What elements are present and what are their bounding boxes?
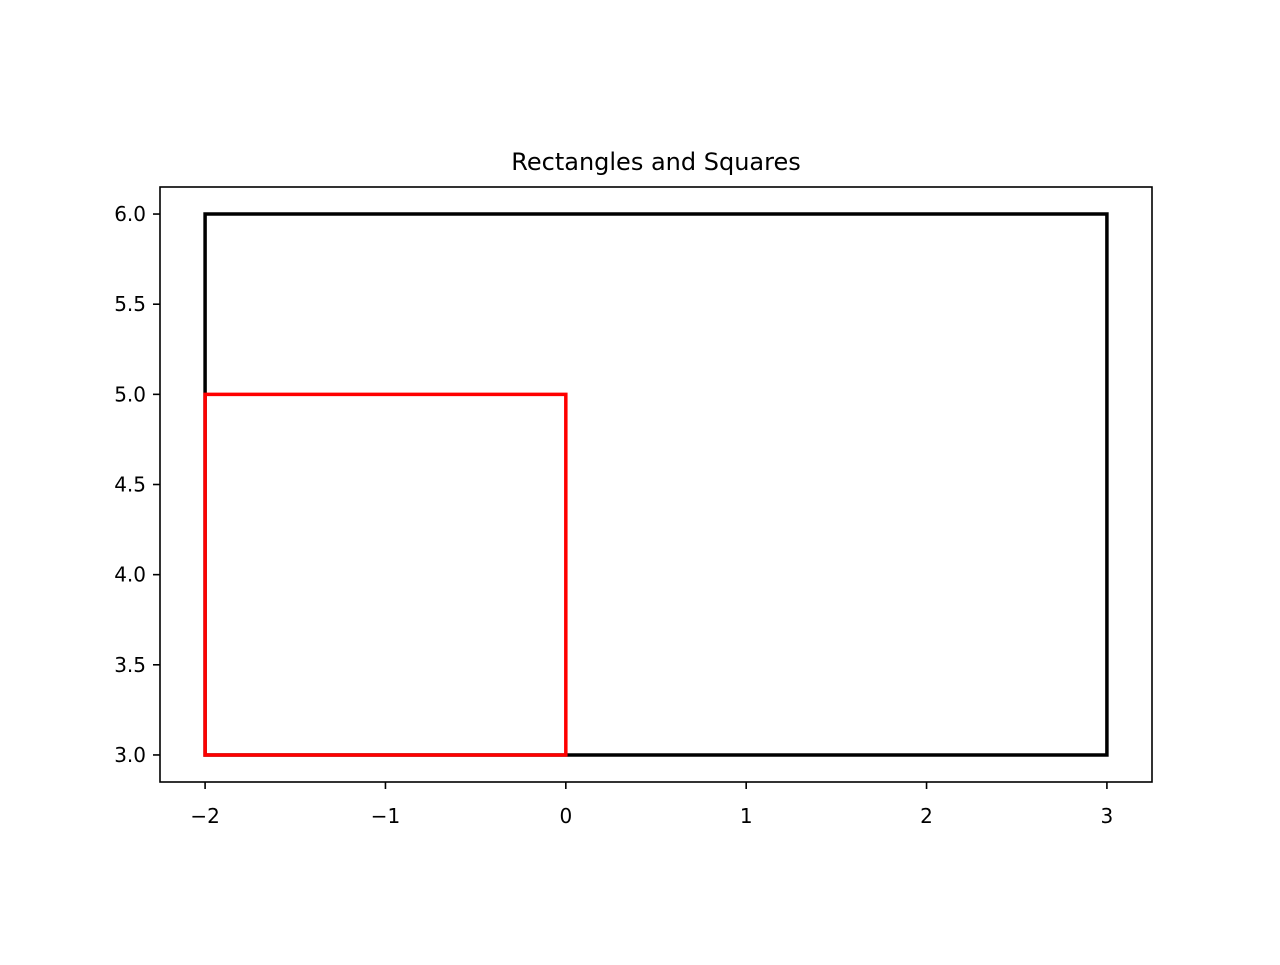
x-tick-label: 2 bbox=[920, 804, 933, 828]
y-tick-label: 3.0 bbox=[114, 743, 146, 767]
x-tick-label: 1 bbox=[740, 804, 753, 828]
series-1-line bbox=[203, 392, 568, 757]
x-tick-label: 0 bbox=[559, 804, 572, 828]
x-tick-label: 3 bbox=[1101, 804, 1114, 828]
x-tick-label: −1 bbox=[371, 804, 400, 828]
y-tick-label: 4.0 bbox=[114, 563, 146, 587]
y-tick-label: 5.5 bbox=[114, 292, 146, 316]
y-tick-label: 3.5 bbox=[114, 653, 146, 677]
y-tick-label: 6.0 bbox=[114, 202, 146, 226]
y-tick-label: 4.5 bbox=[114, 473, 146, 497]
x-tick-label: −2 bbox=[190, 804, 219, 828]
chart-title: Rectangles and Squares bbox=[511, 148, 800, 176]
series-layer bbox=[203, 212, 1109, 757]
y-tick-label: 5.0 bbox=[114, 382, 146, 406]
y-axis-ticks: 3.0 3.5 4.0 4.5 5.0 5.5 6.0 bbox=[114, 202, 160, 767]
x-axis-ticks: −2 −1 0 1 2 3 bbox=[190, 782, 1113, 828]
